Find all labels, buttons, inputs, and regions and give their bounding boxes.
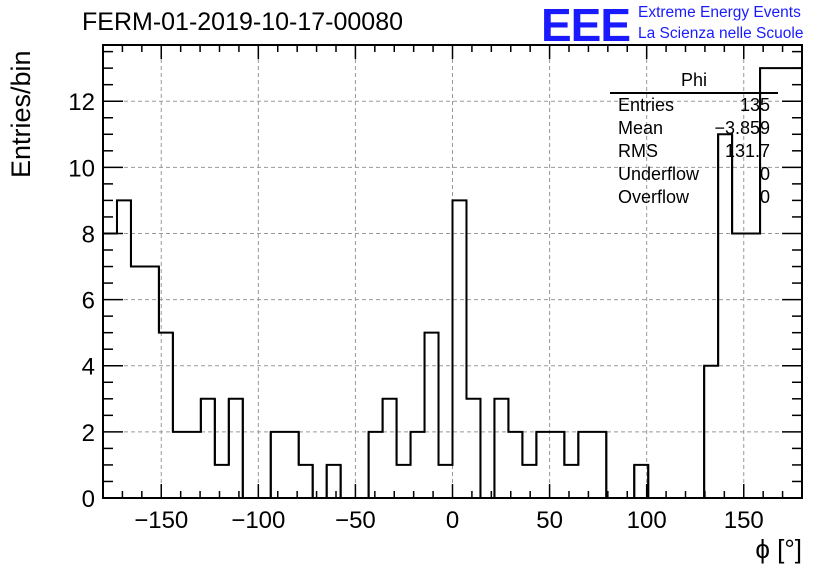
stats-row-overflow: Overflow 0 — [610, 186, 778, 209]
x-axis-title: ϕ [°] — [755, 534, 802, 564]
histogram-bin — [117, 200, 131, 498]
y-tick-label: 6 — [82, 288, 95, 315]
histogram-bin — [271, 432, 285, 498]
histogram-bin — [159, 333, 173, 498]
x-tick-label: −150 — [134, 507, 188, 534]
histogram-bin — [494, 399, 508, 498]
stats-value: 0 — [759, 187, 770, 207]
stats-label: Entries — [618, 95, 675, 115]
logo-line-2: La Scienza nelle Scuole — [638, 25, 804, 42]
histogram-bin — [285, 432, 299, 498]
stats-value: −3.859 — [714, 118, 770, 138]
y-tick-label: 10 — [68, 155, 95, 182]
y-tick-label: 4 — [82, 354, 95, 381]
histogram-bin — [536, 432, 550, 498]
stats-row-rms: RMS 131.7 — [610, 140, 778, 163]
histogram-bin — [746, 233, 760, 498]
histogram-bin — [397, 465, 411, 498]
stats-label: Underflow — [618, 164, 700, 184]
histogram-bin — [704, 366, 718, 498]
stats-value: 135 — [739, 95, 770, 115]
stats-row-mean: Mean −3.859 — [610, 117, 778, 140]
stats-label: Mean — [618, 118, 664, 138]
histogram-bin — [145, 267, 159, 498]
x-tick-label: 50 — [536, 507, 563, 534]
stats-title: Phi — [610, 70, 778, 94]
histogram-bin — [592, 432, 606, 498]
stats-row-entries: Entries 135 — [610, 94, 778, 117]
histogram-bin — [229, 399, 243, 498]
histogram-bin — [201, 399, 215, 498]
histogram-bin — [522, 465, 536, 498]
histogram-bin — [299, 465, 313, 498]
histogram-bin — [508, 432, 522, 498]
histogram-bin — [453, 200, 467, 498]
histogram-bin — [383, 399, 397, 498]
stats-value: 131.7 — [724, 141, 770, 161]
y-tick-label: 12 — [68, 89, 95, 116]
x-tick-label: −50 — [335, 507, 376, 534]
stats-value: 0 — [759, 164, 770, 184]
histogram-bin — [215, 465, 229, 498]
logo-line-1: Extreme Energy Events — [638, 4, 801, 21]
histogram-bin — [564, 465, 578, 498]
stats-row-underflow: Underflow 0 — [610, 163, 778, 186]
histogram-bin — [466, 399, 480, 498]
histogram-bin — [187, 432, 201, 498]
histogram-bin — [327, 465, 341, 498]
y-axis-title: Entries/bin — [6, 50, 36, 178]
histogram-bin — [578, 432, 592, 498]
stats-label: Overflow — [618, 187, 690, 207]
histogram-bin — [173, 432, 187, 498]
histogram-bin — [439, 465, 453, 498]
histogram-bin — [425, 333, 439, 498]
histogram-bin — [550, 432, 564, 498]
stats-label: RMS — [618, 141, 658, 161]
x-tick-label: −100 — [231, 507, 285, 534]
histogram-bin — [732, 233, 746, 498]
logo-caption: Extreme Energy Events La Scienza nelle S… — [638, 2, 803, 44]
histogram-bin — [131, 267, 145, 498]
histogram-bin — [369, 432, 383, 498]
chart-title: FERM-01-2019-10-17-00080 — [82, 8, 404, 36]
histogram-bin — [411, 432, 425, 498]
y-tick-label: 8 — [82, 221, 95, 248]
x-tick-label: 150 — [724, 507, 764, 534]
eee-logo: EEE — [541, 0, 631, 51]
x-tick-label: 100 — [627, 507, 667, 534]
y-tick-label: 0 — [82, 486, 95, 513]
y-tick-label: 2 — [82, 420, 95, 447]
x-tick-label: 0 — [446, 507, 459, 534]
stats-box: Phi Entries 135 Mean −3.859 RMS 131.7 Un… — [610, 70, 778, 209]
